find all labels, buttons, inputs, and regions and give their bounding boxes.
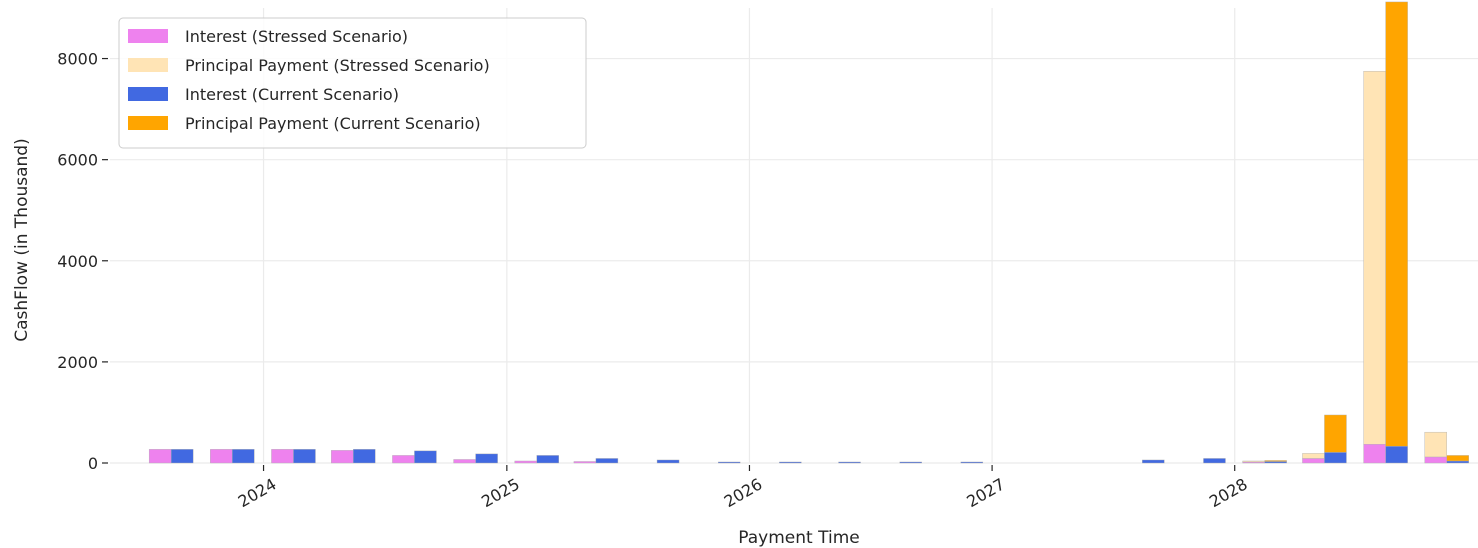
bar-principal-payment-current-scenario — [1446, 455, 1469, 462]
legend-entry: Principal Payment (Current Scenario) — [185, 114, 481, 133]
bar-interest-current-scenario — [1446, 460, 1469, 464]
bar-interest-stressed-scenario — [331, 450, 354, 464]
legend-swatch — [128, 87, 168, 101]
legend-swatch — [128, 29, 168, 43]
bar-interest-current-scenario — [414, 450, 437, 464]
bar-interest-current-scenario — [718, 461, 741, 464]
bar-principal-payment-stressed-scenario — [1424, 431, 1447, 458]
bar-interest-current-scenario — [1385, 446, 1408, 464]
bar-interest-current-scenario — [353, 449, 376, 464]
bar-principal-payment-stressed-scenario — [1242, 460, 1265, 463]
bar-principal-payment-current-scenario — [1264, 460, 1287, 462]
y-tick-label: 2000 — [57, 353, 98, 372]
bar-interest-current-scenario — [656, 459, 680, 464]
bar-interest-stressed-scenario — [1302, 458, 1325, 464]
legend-swatch — [128, 58, 168, 72]
bar-interest-stressed-scenario — [453, 459, 476, 464]
bar-interest-stressed-scenario — [1363, 444, 1386, 464]
y-tick-label: 6000 — [57, 151, 98, 170]
bar-interest-current-scenario — [595, 458, 619, 464]
bar-interest-current-scenario — [536, 455, 559, 464]
bar-interest-stressed-scenario — [148, 449, 172, 464]
bars — [148, 1, 1469, 464]
x-tick-label: 2025 — [478, 474, 523, 511]
bar-interest-current-scenario — [1142, 459, 1165, 464]
bar-interest-current-scenario — [899, 461, 922, 464]
bar-principal-payment-stressed-scenario — [1363, 70, 1386, 445]
y-tick-label: 4000 — [57, 252, 98, 271]
bar-principal-payment-stressed-scenario — [1302, 453, 1325, 459]
bar-interest-current-scenario — [1264, 461, 1287, 464]
y-tick-label: 8000 — [57, 50, 98, 69]
bar-interest-current-scenario — [1324, 452, 1347, 464]
x-tick-label: 2027 — [963, 474, 1008, 511]
bar-interest-current-scenario — [838, 461, 861, 464]
bar-interest-stressed-scenario — [514, 460, 537, 464]
bar-interest-current-scenario — [475, 453, 498, 464]
y-axis-label: CashFlow (in Thousand) — [12, 138, 32, 341]
x-tick-label: 2028 — [1206, 474, 1251, 511]
bar-interest-stressed-scenario — [210, 449, 233, 464]
y-tick-label: 0 — [88, 454, 98, 473]
x-tick-label: 2026 — [721, 474, 766, 511]
bar-interest-stressed-scenario — [271, 449, 294, 464]
legend-frame — [118, 17, 587, 149]
bar-interest-current-scenario — [1203, 458, 1226, 464]
legend-entry: Principal Payment (Stressed Scenario) — [185, 56, 490, 75]
legend-entry: Interest (Stressed Scenario) — [185, 27, 408, 46]
bar-interest-stressed-scenario — [1424, 456, 1447, 464]
bar-interest-current-scenario — [232, 449, 255, 464]
bar-interest-stressed-scenario — [573, 461, 597, 464]
x-axis-label: Payment Time — [738, 528, 859, 548]
x-tick-label: 2024 — [235, 474, 280, 511]
bar-interest-current-scenario — [170, 449, 194, 464]
legend-entry: Interest (Current Scenario) — [185, 85, 399, 104]
legend: Interest (Stressed Scenario) Principal Pa… — [118, 17, 587, 149]
bar-principal-payment-current-scenario — [1385, 1, 1408, 447]
bar-interest-current-scenario — [293, 449, 316, 464]
legend-swatch — [128, 116, 168, 130]
bar-interest-current-scenario — [960, 461, 984, 464]
bar-interest-stressed-scenario — [392, 455, 415, 464]
bar-interest-current-scenario — [779, 461, 802, 464]
bar-principal-payment-current-scenario — [1324, 414, 1347, 453]
